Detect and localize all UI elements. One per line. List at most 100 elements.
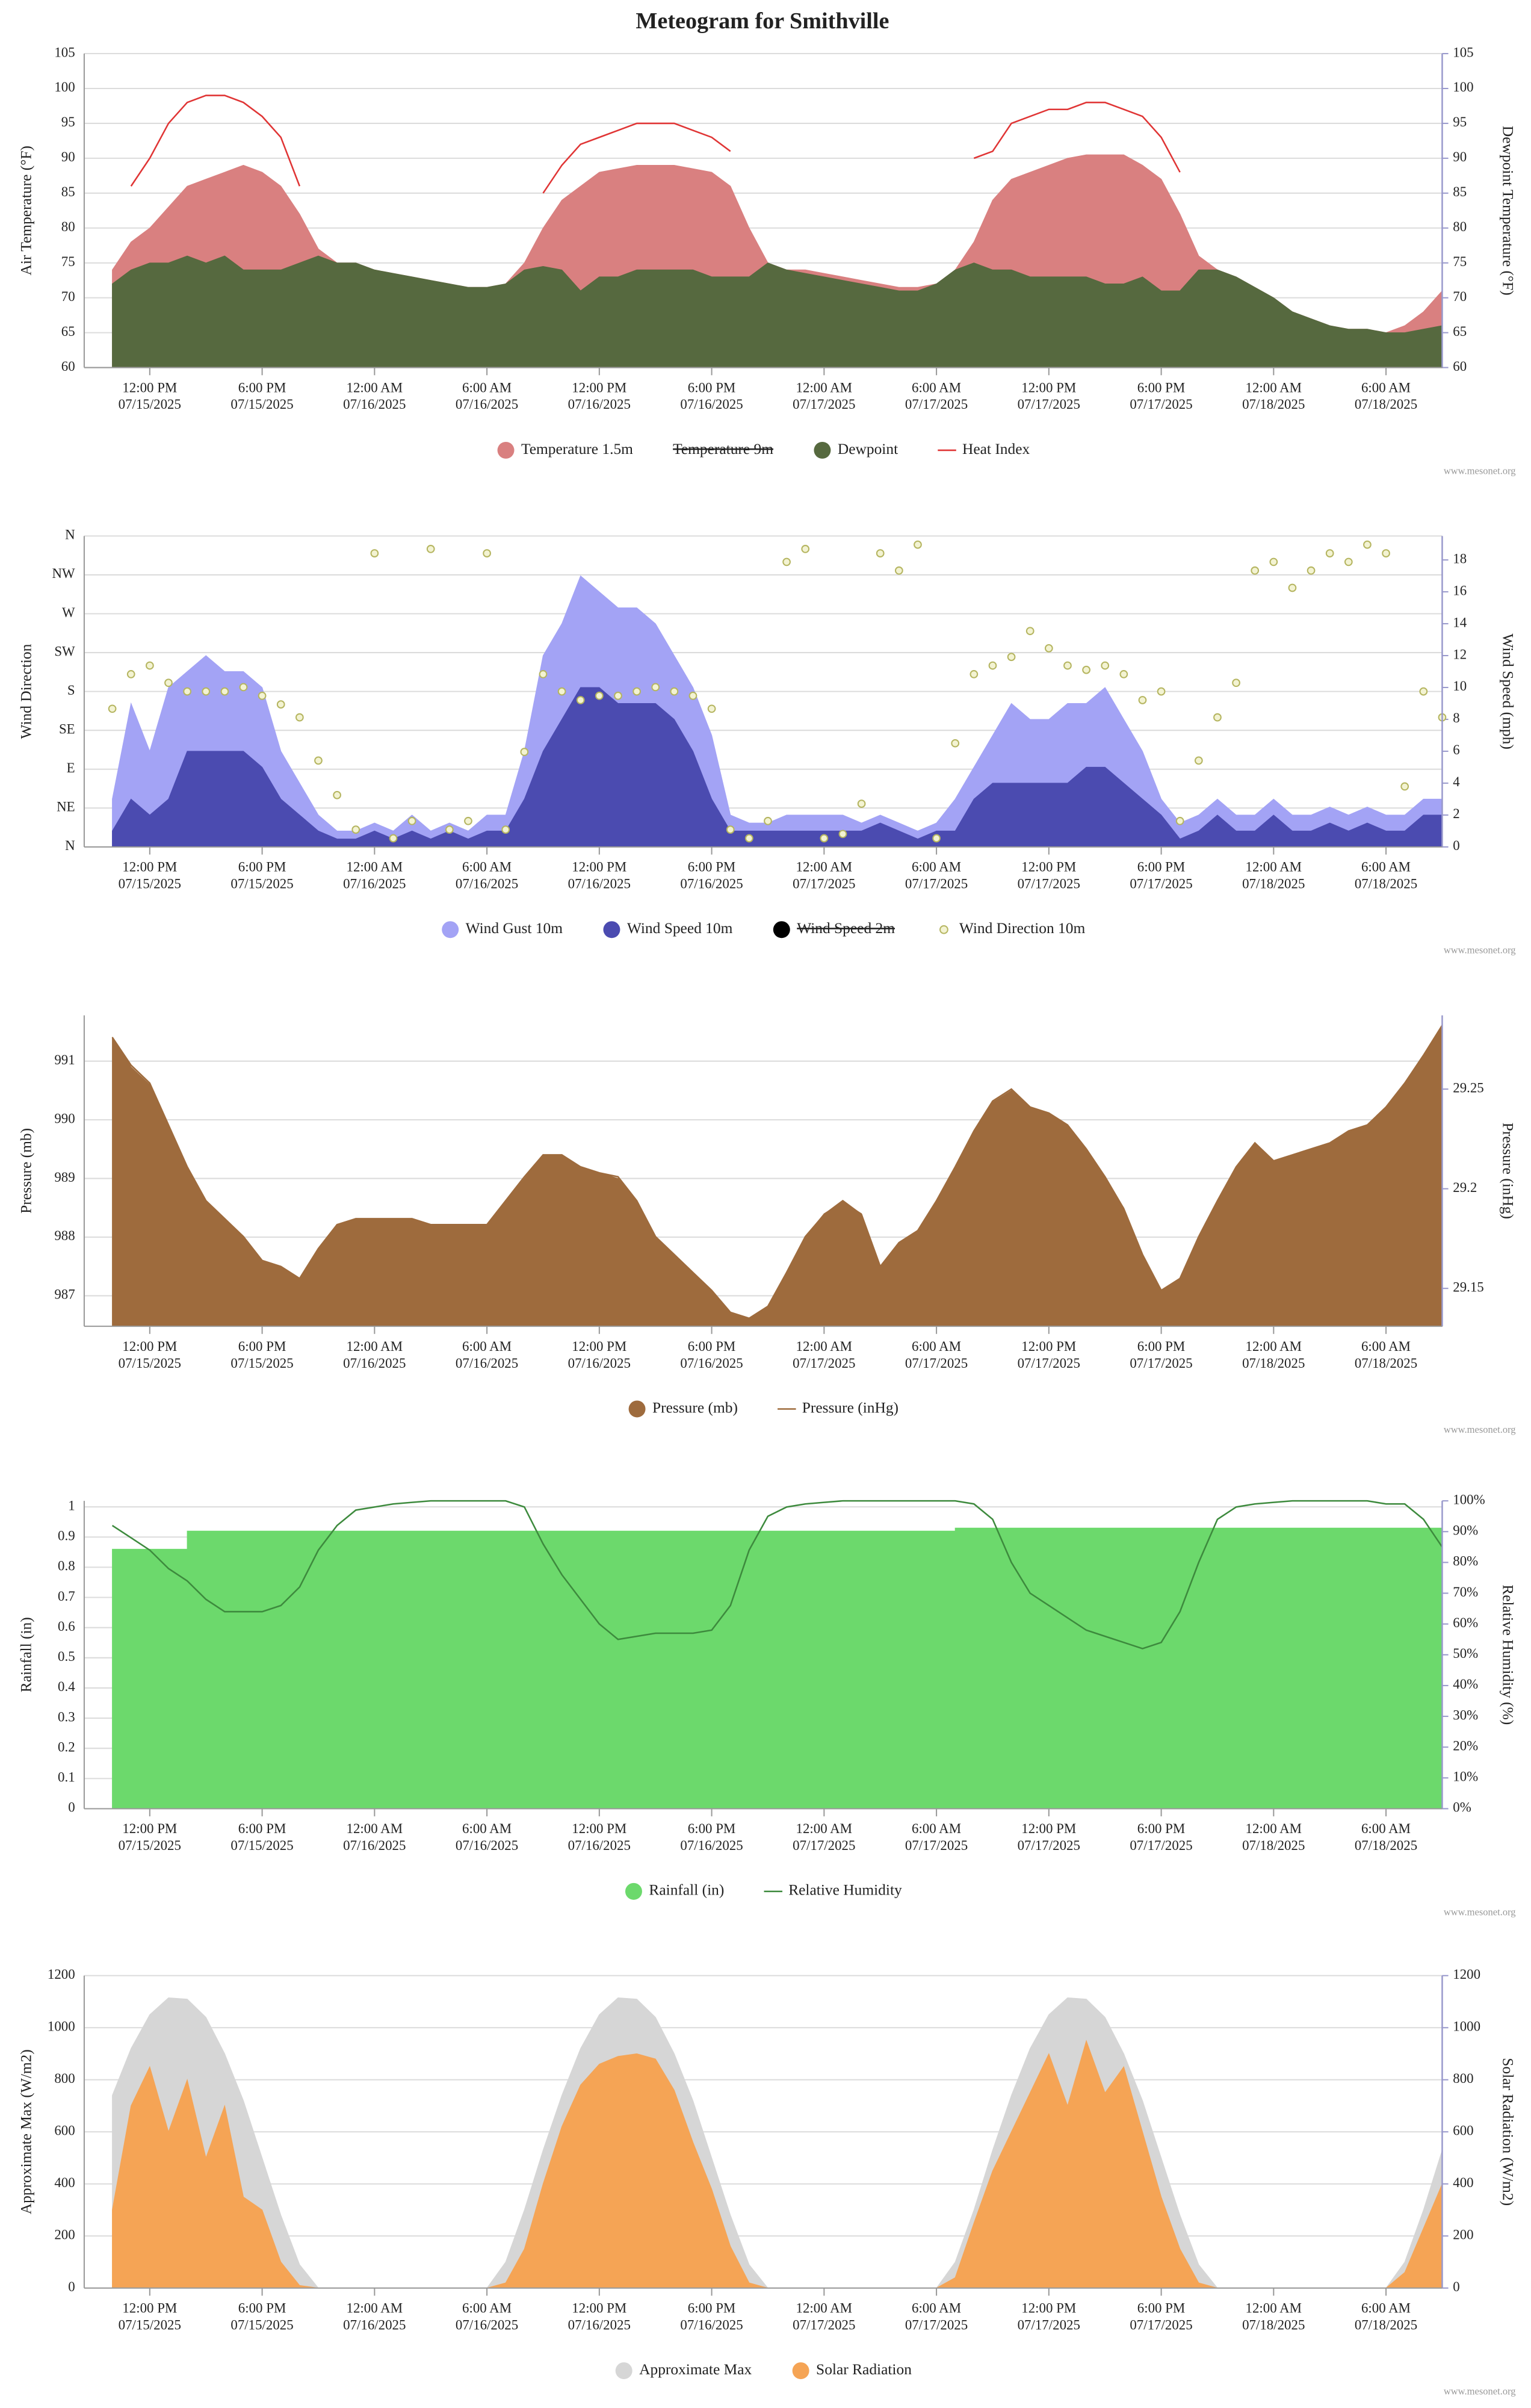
x-tick-label: 6:00 AM 07/18/2025	[1354, 1338, 1418, 1371]
series-area	[112, 1527, 1443, 1809]
y-tick-label: 105	[54, 45, 75, 60]
legend-label: Wind Gust 10m	[466, 919, 563, 937]
y2-tick-label: 29.25	[1453, 1080, 1483, 1095]
legend-label: Temperature 1.5m	[521, 440, 633, 458]
y-tick-label: 0.6	[58, 1619, 75, 1634]
y2-tick-label: 800	[1453, 2071, 1473, 2086]
x-tick-label: 12:00 PM 07/17/2025	[1017, 1338, 1080, 1371]
y2-tick-label: 90%	[1453, 1523, 1478, 1538]
x-tick-label: 12:00 AM 07/16/2025	[343, 1820, 406, 1854]
y2-tick-label: 18	[1453, 551, 1467, 566]
direction-point	[108, 704, 117, 713]
direction-point	[426, 545, 435, 553]
y2-tick-label: 80%	[1453, 1554, 1478, 1569]
direction-point	[202, 687, 211, 696]
x-tick-label: 6:00 AM 07/18/2025	[1354, 379, 1418, 412]
y2-tick-label: 100%	[1453, 1492, 1485, 1507]
y-axis-title: Approximate Max (W/m2)	[17, 2049, 35, 2214]
y-tick-label: 990	[54, 1111, 75, 1126]
direction-point	[126, 670, 135, 678]
direction-point	[1025, 627, 1035, 636]
series-area	[112, 255, 1443, 368]
direction-point	[1382, 549, 1390, 557]
y2-tick-label: 90	[1453, 149, 1467, 164]
legend-label: Approximate Max	[639, 2360, 752, 2378]
direction-point	[295, 713, 304, 722]
y-tick-label: NW	[52, 566, 76, 581]
series-line	[111, 1500, 1443, 1649]
y-tick-label: 80	[61, 219, 75, 234]
direction-point	[314, 756, 323, 765]
x-tick-label: 12:00 PM 07/16/2025	[568, 859, 631, 892]
x-tick-label: 12:00 PM 07/16/2025	[568, 379, 631, 412]
x-tick-label: 6:00 AM 07/16/2025	[455, 1820, 519, 1854]
direction-point	[951, 739, 960, 748]
y2-tick-label: 29.15	[1453, 1279, 1483, 1294]
y-tick-label: 0.2	[58, 1739, 75, 1754]
x-tick-label: 12:00 AM 07/17/2025	[793, 2300, 856, 2333]
direction-point	[164, 678, 173, 687]
x-tick-label: 12:00 AM 07/16/2025	[343, 1338, 406, 1371]
x-tick-label: 6:00 PM 07/16/2025	[680, 859, 743, 892]
x-tick-label: 6:00 PM 07/16/2025	[680, 379, 743, 412]
direction-point	[145, 661, 154, 670]
x-tick-label: 6:00 PM 07/16/2025	[680, 2300, 743, 2333]
legend-label: Pressure (inHg)	[802, 1398, 898, 1416]
y2-axis-title: Dewpoint Temperature (°F)	[1499, 126, 1517, 296]
direction-point	[838, 830, 847, 839]
legend-symbol	[814, 441, 831, 459]
direction-point	[445, 825, 454, 834]
direction-point	[1007, 653, 1016, 662]
direction-point	[1175, 816, 1184, 825]
y-tick-label: 991	[54, 1052, 75, 1067]
y2-tick-label: 70%	[1453, 1584, 1478, 1600]
y-tick-label: 0.7	[58, 1589, 75, 1604]
y-tick-label: 65	[61, 324, 75, 339]
y-tick-label: 0.4	[58, 1679, 75, 1694]
legend-label: Pressure (mb)	[652, 1398, 738, 1416]
y2-tick-label: 200	[1453, 2227, 1473, 2242]
direction-point	[988, 661, 997, 670]
direction-point	[633, 687, 641, 696]
y2-tick-label: 40%	[1453, 1677, 1478, 1692]
direction-point	[932, 834, 941, 843]
direction-point	[1138, 696, 1147, 704]
x-tick-label: 6:00 AM 07/16/2025	[455, 379, 519, 412]
y2-tick-label: 65	[1453, 324, 1467, 339]
y2-tick-label: 0%	[1453, 1800, 1471, 1815]
y-tick-label: 1200	[48, 1967, 75, 1982]
x-tick-label: 12:00 AM 07/18/2025	[1242, 379, 1305, 412]
legend: Pressure (mb) Pressure (inHg)	[628, 1398, 898, 1418]
x-tick-label: 6:00 AM 07/17/2025	[905, 1820, 968, 1854]
legend-label: Wind Direction 10m	[959, 919, 1086, 937]
direction-point	[857, 799, 866, 808]
x-tick-label: 12:00 PM 07/17/2025	[1017, 379, 1080, 412]
y-tick-label: 0	[68, 1800, 75, 1815]
x-tick-label: 12:00 PM 07/15/2025	[118, 859, 181, 892]
direction-point	[651, 683, 660, 692]
x-tick-label: 12:00 PM 07/16/2025	[568, 1820, 631, 1854]
direction-point	[1082, 665, 1090, 674]
x-tick-label: 6:00 PM 07/15/2025	[230, 2300, 294, 2333]
y2-tick-label: 2	[1453, 806, 1459, 821]
x-tick-label: 6:00 PM 07/17/2025	[1130, 379, 1193, 412]
x-tick-label: 12:00 AM 07/17/2025	[793, 1338, 856, 1371]
direction-point	[1157, 687, 1166, 696]
y2-tick-label: 16	[1453, 583, 1467, 598]
direction-point	[894, 566, 903, 575]
y-tick-label: 0.8	[58, 1559, 75, 1574]
y2-axis-title: Relative Humidity (%)	[1499, 1584, 1517, 1725]
series-area	[112, 1025, 1443, 1327]
y2-tick-label: 95	[1453, 114, 1467, 129]
direction-point	[726, 825, 735, 834]
series-area	[112, 2040, 1443, 2289]
y2-tick-label: 105	[1453, 45, 1473, 60]
legend-symbol	[939, 925, 948, 934]
legend-label: Heat Index	[962, 440, 1030, 458]
direction-point	[1288, 583, 1297, 592]
x-tick-label: 6:00 AM 07/17/2025	[905, 1338, 968, 1371]
legend-label: Rainfall (in)	[649, 1881, 724, 1899]
y-tick-label: W	[62, 605, 75, 620]
y2-tick-label: 4	[1453, 774, 1460, 789]
